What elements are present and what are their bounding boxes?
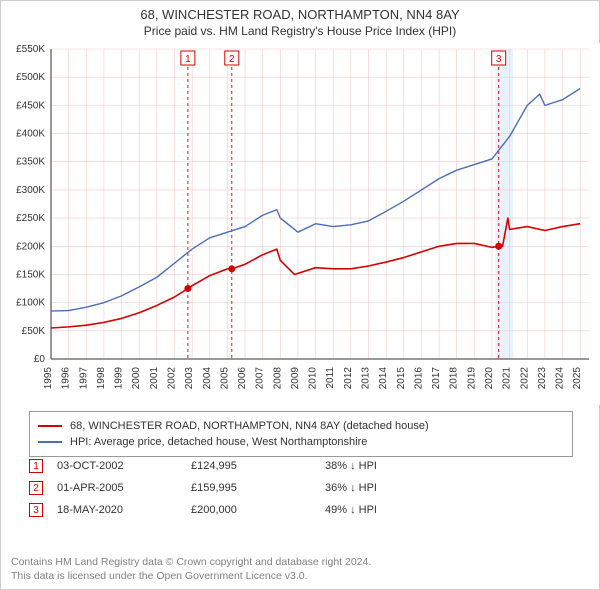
svg-text:2001: 2001 bbox=[149, 367, 160, 390]
legend-item: 68, WINCHESTER ROAD, NORTHAMPTON, NN4 8A… bbox=[38, 418, 564, 434]
legend-swatch bbox=[38, 425, 62, 427]
event-row: 2 01-APR-2005 £159,995 36% ↓ HPI bbox=[29, 477, 573, 499]
svg-text:2010: 2010 bbox=[308, 367, 319, 390]
legend-label: 68, WINCHESTER ROAD, NORTHAMPTON, NN4 8A… bbox=[70, 420, 429, 432]
svg-text:£150K: £150K bbox=[16, 269, 45, 280]
chart-subtitle: Price paid vs. HM Land Registry's House … bbox=[1, 22, 599, 42]
svg-text:2: 2 bbox=[229, 54, 235, 65]
svg-text:2014: 2014 bbox=[378, 367, 389, 390]
svg-text:2017: 2017 bbox=[431, 367, 442, 390]
svg-text:£550K: £550K bbox=[16, 44, 45, 55]
event-date: 01-APR-2005 bbox=[57, 482, 177, 494]
chart-title: 68, WINCHESTER ROAD, NORTHAMPTON, NN4 8A… bbox=[1, 1, 599, 22]
footer-line: Contains HM Land Registry data © Crown c… bbox=[11, 555, 589, 569]
svg-text:£450K: £450K bbox=[16, 100, 45, 111]
svg-text:2016: 2016 bbox=[413, 367, 424, 390]
svg-text:1996: 1996 bbox=[61, 367, 72, 390]
svg-text:2018: 2018 bbox=[449, 367, 460, 390]
event-delta: 49% ↓ HPI bbox=[325, 504, 465, 516]
svg-text:2011: 2011 bbox=[325, 367, 336, 389]
svg-text:2019: 2019 bbox=[466, 367, 477, 390]
svg-text:1995: 1995 bbox=[43, 367, 54, 390]
legend-item: HPI: Average price, detached house, West… bbox=[38, 434, 564, 450]
event-marker-icon: 1 bbox=[29, 459, 43, 473]
svg-text:£250K: £250K bbox=[16, 213, 45, 224]
svg-text:£50K: £50K bbox=[22, 326, 46, 337]
svg-text:£500K: £500K bbox=[16, 72, 45, 83]
legend-label: HPI: Average price, detached house, West… bbox=[70, 436, 367, 448]
event-price: £200,000 bbox=[191, 504, 311, 516]
event-date: 03-OCT-2002 bbox=[57, 460, 177, 472]
svg-text:2015: 2015 bbox=[396, 367, 407, 390]
events-table: 1 03-OCT-2002 £124,995 38% ↓ HPI 2 01-AP… bbox=[29, 455, 573, 521]
svg-text:2021: 2021 bbox=[502, 367, 513, 390]
svg-text:£0: £0 bbox=[34, 354, 46, 365]
svg-text:2005: 2005 bbox=[219, 367, 230, 390]
svg-text:2002: 2002 bbox=[166, 367, 177, 390]
svg-text:1999: 1999 bbox=[114, 367, 125, 390]
footer-line: This data is licensed under the Open Gov… bbox=[11, 569, 589, 583]
svg-text:2000: 2000 bbox=[131, 367, 142, 390]
event-row: 3 18-MAY-2020 £200,000 49% ↓ HPI bbox=[29, 499, 573, 521]
svg-text:2007: 2007 bbox=[255, 367, 266, 390]
svg-text:£400K: £400K bbox=[16, 129, 45, 140]
svg-text:1: 1 bbox=[185, 54, 191, 65]
svg-text:£100K: £100K bbox=[16, 298, 45, 309]
svg-text:£300K: £300K bbox=[16, 185, 45, 196]
svg-text:2009: 2009 bbox=[290, 367, 301, 390]
svg-text:1998: 1998 bbox=[96, 367, 107, 390]
svg-text:2023: 2023 bbox=[537, 367, 548, 390]
chart-svg: £0 £50K £100K £150K £200K £250K £300K £350K £400… bbox=[1, 43, 600, 405]
event-number: 3 bbox=[33, 505, 39, 516]
chart-container: 68, WINCHESTER ROAD, NORTHAMPTON, NN4 8A… bbox=[0, 0, 600, 590]
svg-text:3: 3 bbox=[496, 54, 502, 65]
event-delta: 38% ↓ HPI bbox=[325, 460, 465, 472]
legend-swatch bbox=[38, 441, 62, 443]
svg-text:£200K: £200K bbox=[16, 241, 45, 252]
svg-text:2013: 2013 bbox=[361, 367, 372, 390]
event-number: 1 bbox=[33, 461, 39, 472]
svg-text:2006: 2006 bbox=[237, 367, 248, 390]
event-delta: 36% ↓ HPI bbox=[325, 482, 465, 494]
event-marker-icon: 2 bbox=[29, 481, 43, 495]
event-number: 2 bbox=[33, 483, 39, 494]
svg-text:2025: 2025 bbox=[572, 367, 583, 390]
svg-text:2024: 2024 bbox=[555, 367, 566, 390]
event-row: 1 03-OCT-2002 £124,995 38% ↓ HPI bbox=[29, 455, 573, 477]
event-marker-icon: 3 bbox=[29, 503, 43, 517]
svg-text:2008: 2008 bbox=[272, 367, 283, 390]
svg-text:2012: 2012 bbox=[343, 367, 354, 390]
svg-text:£350K: £350K bbox=[16, 157, 45, 168]
event-date: 18-MAY-2020 bbox=[57, 504, 177, 516]
svg-text:1997: 1997 bbox=[78, 367, 89, 390]
event-price: £124,995 bbox=[191, 460, 311, 472]
svg-text:2020: 2020 bbox=[484, 367, 495, 390]
svg-text:2003: 2003 bbox=[184, 367, 195, 390]
svg-text:2022: 2022 bbox=[519, 367, 530, 390]
svg-text:2004: 2004 bbox=[202, 367, 213, 390]
chart-plot-area: £0 £50K £100K £150K £200K £250K £300K £350K £400… bbox=[1, 43, 600, 405]
legend: 68, WINCHESTER ROAD, NORTHAMPTON, NN4 8A… bbox=[29, 411, 573, 457]
event-price: £159,995 bbox=[191, 482, 311, 494]
attribution-footer: Contains HM Land Registry data © Crown c… bbox=[11, 555, 589, 583]
